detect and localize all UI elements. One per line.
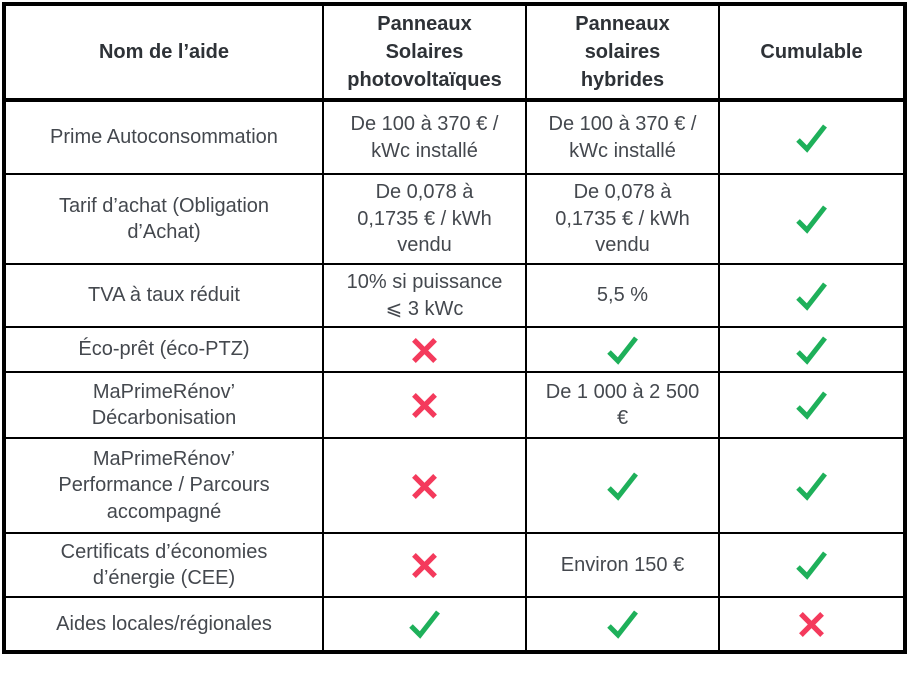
hybrid-value-cell: De 0,078 à 0,1735 € / kWh vendu — [525, 173, 720, 265]
hybrid-value-cell: Environ 150 € — [525, 532, 720, 598]
cross-icon — [411, 393, 438, 418]
aid-name-cell: Prime Autoconsommation — [3, 99, 324, 175]
pv-value-cell — [322, 371, 527, 439]
col-header-aid-name: Nom de l’aide — [3, 3, 324, 102]
aid-name-cell: Aides locales/régionales — [3, 596, 324, 653]
check-icon — [795, 281, 828, 311]
pv-value-cell: De 0,078 à 0,1735 € / kWh vendu — [322, 173, 527, 265]
cross-icon — [798, 612, 825, 637]
hybrid-value-cell — [525, 326, 720, 373]
table-row: MaPrimeRénov’ Performance / Parcours acc… — [3, 437, 906, 534]
table-row: TVA à taux réduit 10% si puissance ⩽ 3 kW… — [3, 263, 906, 328]
check-icon — [606, 609, 639, 639]
aid-name-cell: Éco-prêt (éco-PTZ) — [3, 326, 324, 373]
table-row: Tarif d’achat (Obligation d’Achat) De 0,0… — [3, 173, 906, 265]
pv-value-cell: De 100 à 370 € / kWc installé — [322, 99, 527, 175]
header-row: Nom de l’aide Panneaux Solaires photovolt… — [3, 3, 906, 102]
pv-value-cell — [322, 437, 527, 534]
check-icon — [795, 123, 828, 153]
aid-name-cell: Certificats d’économies d’énergie (CEE) — [3, 532, 324, 598]
hybrid-value-cell: 5,5 % — [525, 263, 720, 328]
aid-name-cell: MaPrimeRénov’ Performance / Parcours acc… — [3, 437, 324, 534]
cumulable-cell — [718, 173, 906, 265]
check-icon — [795, 471, 828, 501]
hybrid-value-cell — [525, 596, 720, 653]
cross-icon — [411, 553, 438, 578]
aid-name-cell: MaPrimeRénov’ Décarbonisation — [3, 371, 324, 439]
check-icon — [606, 335, 639, 365]
cumulable-cell — [718, 326, 906, 373]
cross-icon — [411, 473, 438, 499]
check-icon — [795, 390, 828, 420]
hybrid-value-cell: De 1 000 à 2 500 € — [525, 371, 720, 439]
table-row: Prime Autoconsommation De 100 à 370 € / k… — [3, 99, 906, 175]
check-icon — [795, 550, 828, 580]
table-body: Prime Autoconsommation De 100 à 370 € / k… — [3, 99, 906, 653]
table-row: MaPrimeRénov’ Décarbonisation De 1 000 à … — [3, 371, 906, 439]
table-row: Éco-prêt (éco-PTZ) — [3, 326, 906, 373]
cumulable-cell — [718, 99, 906, 175]
aid-comparison-table: Nom de l’aide Panneaux Solaires photovolt… — [2, 2, 907, 654]
cumulable-cell — [718, 532, 906, 598]
cumulable-cell — [718, 263, 906, 328]
pv-value-cell: 10% si puissance ⩽ 3 kWc — [322, 263, 527, 328]
cumulable-cell — [718, 371, 906, 439]
aid-name-cell: TVA à taux réduit — [3, 263, 324, 328]
hybrid-value-cell: De 100 à 370 € / kWc installé — [525, 99, 720, 175]
check-icon — [606, 471, 639, 501]
cross-icon — [411, 337, 438, 363]
cumulable-cell — [718, 596, 906, 653]
check-icon — [795, 335, 828, 365]
table-header: Nom de l’aide Panneaux Solaires photovolt… — [3, 3, 906, 102]
cumulable-cell — [718, 437, 906, 534]
check-icon — [795, 204, 828, 234]
table-row: Certificats d’économies d’énergie (CEE) E… — [3, 532, 906, 598]
pv-value-cell — [322, 326, 527, 373]
col-header-pv: Panneaux Solaires photovoltaïques — [322, 3, 527, 102]
table-row: Aides locales/régionales — [3, 596, 906, 653]
aid-name-cell: Tarif d’achat (Obligation d’Achat) — [3, 173, 324, 265]
col-header-cumulable: Cumulable — [718, 3, 906, 102]
col-header-hybrid: Panneaux solaires hybrides — [525, 3, 720, 102]
pv-value-cell — [322, 596, 527, 653]
hybrid-value-cell — [525, 437, 720, 534]
pv-value-cell — [322, 532, 527, 598]
check-icon — [408, 609, 441, 639]
